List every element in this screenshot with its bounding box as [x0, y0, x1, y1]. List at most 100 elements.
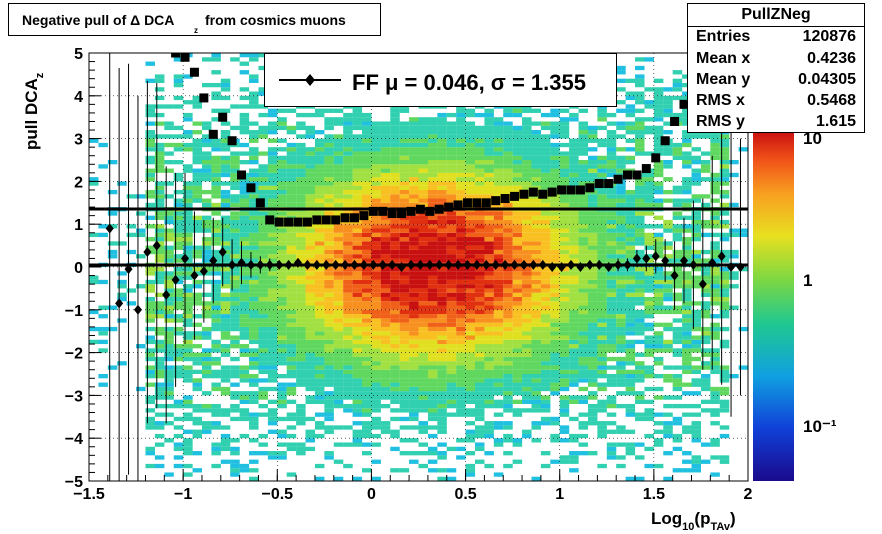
heatmap-cell — [606, 228, 617, 233]
heatmap-cell — [154, 202, 165, 208]
heatmap-cell — [465, 194, 476, 199]
heatmap-cell — [211, 164, 221, 169]
heatmap-cell — [559, 344, 570, 349]
heatmap-cell — [371, 352, 381, 357]
heatmap-cell — [371, 301, 381, 306]
heatmap-cell — [249, 100, 259, 105]
heatmap-cell — [512, 314, 523, 319]
heatmap-cell — [277, 331, 287, 336]
heatmap-cell — [493, 258, 504, 263]
heatmap-cell — [503, 382, 513, 387]
heatmap-cell — [399, 296, 410, 302]
heatmap-cell — [362, 181, 372, 186]
heatmap-cell — [390, 386, 400, 392]
heatmap-cell — [710, 271, 720, 276]
heatmap-cell — [456, 275, 466, 280]
heatmap-cell — [531, 284, 541, 289]
heatmap-cell — [324, 245, 334, 250]
heatmap-cell — [427, 305, 438, 310]
heatmap-cell — [503, 352, 513, 357]
heatmap-cell — [267, 318, 278, 323]
heatmap-cell — [437, 468, 447, 473]
heatmap-cell — [446, 245, 457, 250]
heatmap-cell — [663, 104, 673, 109]
heatmap-cell — [380, 305, 391, 310]
heatmap-cell — [362, 237, 372, 242]
heatmap-cell — [559, 331, 570, 336]
heatmap-cell — [531, 164, 541, 169]
heatmap-cell — [390, 172, 400, 178]
heatmap-cell — [324, 181, 334, 186]
heatmap-cell — [352, 198, 363, 203]
heatmap-cell — [145, 451, 155, 456]
heatmap-cell — [427, 416, 438, 422]
heatmap-cell — [569, 198, 579, 203]
heatmap-cell — [117, 318, 127, 323]
heatmap-cell — [512, 331, 523, 336]
heatmap-cell — [352, 352, 363, 357]
heatmap-cell — [446, 391, 457, 396]
heatmap-cell — [371, 408, 381, 413]
heatmap-cell — [201, 305, 212, 310]
mean-marker — [350, 259, 359, 270]
heatmap-cell — [258, 249, 268, 255]
heatmap-cell — [164, 352, 174, 357]
heatmap-cell — [173, 267, 184, 272]
heatmap-cell — [239, 241, 250, 246]
heatmap-cell — [192, 245, 203, 250]
heatmap-cell — [427, 382, 438, 387]
heatmap-cell — [719, 211, 730, 216]
heatmap-cell — [418, 121, 428, 126]
heatmap-cell — [164, 125, 174, 131]
heatmap-cell — [418, 185, 428, 190]
heatmap-cell — [427, 352, 438, 357]
heatmap-cell — [286, 446, 297, 452]
heatmap-cell — [644, 151, 654, 156]
heatmap-cell — [597, 198, 607, 203]
heatmap-cell — [183, 194, 193, 199]
heatmap-cell — [512, 112, 523, 118]
heatmap-cell — [164, 348, 174, 353]
heatmap-cell — [550, 352, 560, 357]
heatmap-cell — [201, 254, 212, 259]
heatmap-cell — [522, 130, 532, 135]
heatmap-cell — [710, 177, 720, 182]
heatmap-cell — [512, 292, 523, 297]
heatmap-cell — [145, 339, 155, 345]
heatmap-cell — [484, 142, 494, 148]
heatmap-cell — [409, 305, 419, 310]
heatmap-cell — [719, 160, 730, 165]
heatmap-cell — [136, 232, 146, 238]
heatmap-cell — [522, 378, 532, 383]
heatmap-cell — [616, 391, 626, 396]
heatmap-cell — [635, 249, 645, 255]
heatmap-cell — [484, 279, 494, 285]
heatmap-cell — [493, 322, 504, 327]
heatmap-cell — [192, 322, 203, 327]
heatmap-cell — [644, 399, 654, 404]
heatmap-cell — [550, 181, 560, 186]
heatmap-cell — [616, 219, 626, 225]
heatmap-cell — [305, 429, 316, 434]
mean-marker — [312, 259, 321, 270]
heatmap-cell — [107, 224, 118, 229]
heatmap-cell — [503, 451, 513, 456]
heatmap-cell — [343, 463, 353, 469]
heatmap-cell — [249, 211, 259, 216]
heatmap-cell — [333, 361, 344, 366]
heatmap-cell — [239, 254, 250, 259]
heatmap-cell — [616, 369, 626, 375]
heatmap-cell — [465, 138, 476, 143]
heatmap-cell — [267, 194, 278, 199]
heatmap-cell — [192, 356, 203, 362]
heatmap-cell — [249, 322, 259, 327]
heatmap-cell — [164, 194, 174, 199]
heatmap-cell — [644, 181, 654, 186]
heatmap-cell — [409, 147, 419, 152]
heatmap-cell — [493, 168, 504, 173]
heatmap-cell — [663, 326, 673, 332]
heatmap-cell — [324, 361, 334, 366]
heatmap-cell — [409, 117, 419, 122]
heatmap-cell — [437, 168, 447, 173]
heatmap-cell — [324, 331, 334, 336]
